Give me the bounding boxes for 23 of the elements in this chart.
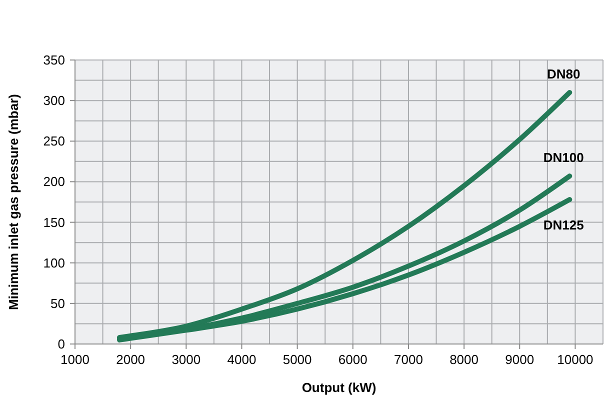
x-tick-label: 7000 bbox=[394, 352, 423, 367]
y-tick-label: 250 bbox=[43, 134, 65, 149]
y-tick-label: 50 bbox=[50, 296, 65, 311]
x-tick-label: 5000 bbox=[282, 352, 312, 367]
y-tick-label: 150 bbox=[43, 214, 65, 230]
x-tick-label: 4000 bbox=[227, 352, 256, 367]
x-axis-title: Output (kW) bbox=[302, 380, 376, 395]
x-tick-label: 1000 bbox=[60, 352, 90, 367]
series-label: DN100 bbox=[543, 150, 584, 166]
y-tick-label: 200 bbox=[43, 174, 65, 190]
x-tick-label: 2000 bbox=[116, 352, 146, 367]
y-tick-label: 0 bbox=[58, 336, 65, 352]
x-tick-label: 8000 bbox=[450, 352, 479, 367]
y-tick-label: 350 bbox=[43, 52, 65, 68]
y-tick-label: 100 bbox=[43, 255, 65, 270]
series-label: DN125 bbox=[543, 218, 584, 233]
x-tick-label: 9000 bbox=[505, 352, 534, 367]
x-tick-label: 3000 bbox=[172, 352, 201, 367]
x-tick-label: 6000 bbox=[338, 352, 368, 367]
y-tick-label: 300 bbox=[43, 93, 65, 108]
y-axis-title: Minimum inlet gas pressure (mbar) bbox=[6, 94, 21, 310]
x-tick-label: 10000 bbox=[557, 352, 594, 367]
series-label: DN80 bbox=[547, 66, 580, 82]
